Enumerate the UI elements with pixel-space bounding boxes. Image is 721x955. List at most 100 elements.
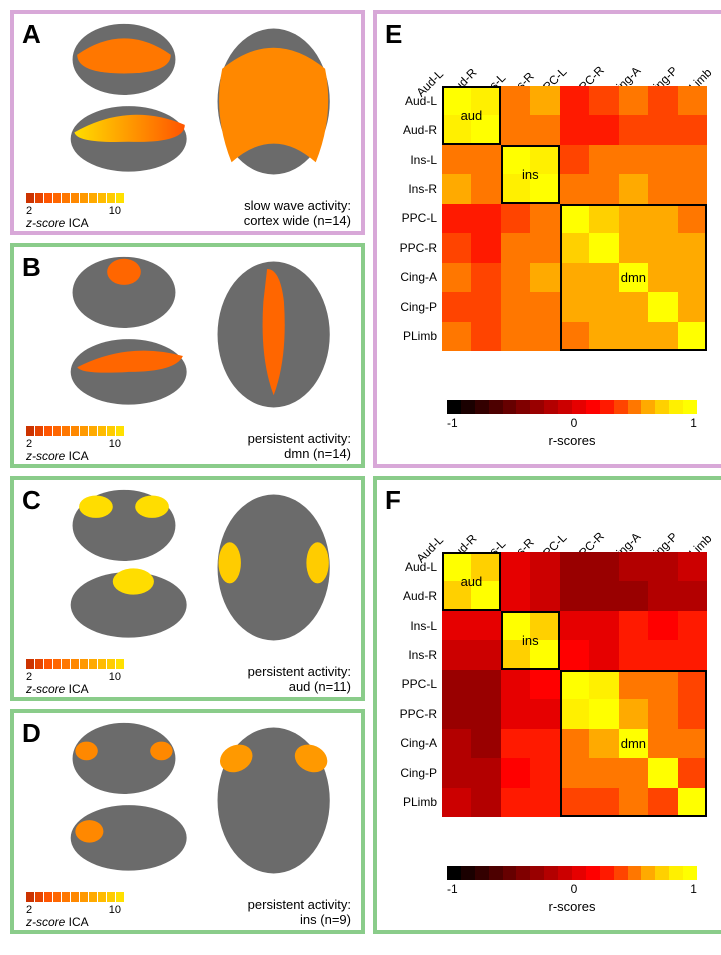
heatmap-cell xyxy=(619,145,648,174)
heatmap-F xyxy=(442,552,707,817)
heatmap-row-label: Ins-L xyxy=(387,145,437,174)
heatmap-cell xyxy=(442,552,471,581)
heatmap-cell xyxy=(648,611,677,640)
caption-C: persistent activity:aud (n=11) xyxy=(248,664,351,695)
heatmap-cell xyxy=(648,581,677,610)
heatmap-cell xyxy=(471,292,500,321)
heatmap-cell xyxy=(678,670,707,699)
heatmap-cell xyxy=(560,729,589,758)
heatmap-cell xyxy=(442,263,471,292)
heatmap-colorbar-title-E: r-scores xyxy=(447,433,697,448)
heatmap-F-wrap xyxy=(442,552,707,817)
panel-label-F: F xyxy=(385,485,401,516)
heatmap-row-label: PLimb xyxy=(387,322,437,351)
caption-B: persistent activity:dmn (n=14) xyxy=(248,431,351,462)
heatmap-cell xyxy=(619,788,648,817)
heatmap-cell xyxy=(648,640,677,669)
panel-D: D 210 z-score ICA persistent activity:in… xyxy=(10,709,365,934)
heatmap-cell xyxy=(530,86,559,115)
ica-colorbar-B xyxy=(26,426,124,436)
heatmap-cell xyxy=(678,699,707,728)
heatmap-cell xyxy=(560,699,589,728)
heatmap-cell xyxy=(560,788,589,817)
heatmap-cell xyxy=(501,788,530,817)
heatmap-cell xyxy=(648,86,677,115)
heatmap-cell xyxy=(619,115,648,144)
heatmap-cell xyxy=(501,552,530,581)
heatmap-cell xyxy=(530,729,559,758)
heatmap-cell xyxy=(471,552,500,581)
heatmap-cell xyxy=(560,292,589,321)
heatmap-row-label: Cing-A xyxy=(387,263,437,292)
heatmap-row-labels-F: Aud-LAud-RIns-LIns-RPPC-LPPC-RCing-ACing… xyxy=(387,552,437,817)
heatmap-cell xyxy=(530,758,559,787)
heatmap-row-label: PPC-L xyxy=(387,204,437,233)
heatmap-cell xyxy=(530,174,559,203)
ica-colorbar-C xyxy=(26,659,124,669)
heatmap-cell xyxy=(619,758,648,787)
heatmap-cell xyxy=(589,788,618,817)
zscore-label-A: z-score ICA xyxy=(26,216,89,230)
heatmap-cell xyxy=(589,640,618,669)
heatmap-cell xyxy=(619,263,648,292)
panel-A: A 210 z-score ICA slow wave activity:cor… xyxy=(10,10,365,235)
heatmap-cell xyxy=(678,115,707,144)
heatmap-col-labels-F: Aud-LAud-RIns-LIns-RPPC-LPPC-RCing-ACing… xyxy=(442,490,707,550)
heatmap-cell xyxy=(501,174,530,203)
heatmap-cell xyxy=(501,263,530,292)
heatmap-cell xyxy=(589,292,618,321)
heatmap-cell xyxy=(678,86,707,115)
heatmap-cell xyxy=(442,115,471,144)
heatmap-row-label: PLimb xyxy=(387,788,437,817)
heatmap-cell xyxy=(648,263,677,292)
heatmap-cell xyxy=(589,204,618,233)
heatmap-cell xyxy=(678,552,707,581)
heatmap-cell xyxy=(471,699,500,728)
heatmap-cell xyxy=(648,729,677,758)
heatmap-cell xyxy=(589,699,618,728)
panel-label-D: D xyxy=(22,718,41,749)
heatmap-cell xyxy=(560,758,589,787)
heatmap-cell xyxy=(501,233,530,262)
heatmap-cell xyxy=(560,174,589,203)
brain-svg-B xyxy=(54,255,353,414)
heatmap-cell xyxy=(648,758,677,787)
heatmap-row-label: PPC-R xyxy=(387,233,437,262)
heatmap-cell xyxy=(442,581,471,610)
heatmap-cell xyxy=(501,699,530,728)
heatmap-cell xyxy=(501,640,530,669)
heatmap-cell xyxy=(471,263,500,292)
heatmap-cell xyxy=(471,322,500,351)
heatmap-cell xyxy=(471,758,500,787)
heatmap-cell xyxy=(471,581,500,610)
heatmap-cell xyxy=(619,552,648,581)
panel-label-A: A xyxy=(22,19,41,50)
brain-images-A xyxy=(54,22,353,181)
panel-label-E: E xyxy=(385,19,402,50)
heatmap-cell xyxy=(648,115,677,144)
heatmap-cell xyxy=(619,292,648,321)
heatmap-cell xyxy=(560,552,589,581)
heatmap-cell xyxy=(471,233,500,262)
heatmap-cell xyxy=(619,233,648,262)
heatmap-cell xyxy=(471,611,500,640)
ica-colorbar-A xyxy=(26,193,124,203)
heatmap-cell xyxy=(501,322,530,351)
heatmap-cell xyxy=(648,699,677,728)
heatmap-cell xyxy=(442,699,471,728)
heatmap-cell xyxy=(442,145,471,174)
heatmap-cell xyxy=(442,86,471,115)
heatmap-cell xyxy=(678,729,707,758)
heatmap-row-label: Cing-A xyxy=(387,729,437,758)
heatmap-cell xyxy=(530,292,559,321)
heatmap-cell xyxy=(530,322,559,351)
panel-E: E Aud-LAud-RIns-LIns-RPPC-LPPC-RCing-ACi… xyxy=(373,10,721,468)
heatmap-cell xyxy=(589,552,618,581)
heatmap-cell xyxy=(589,322,618,351)
heatmap-cell xyxy=(648,322,677,351)
heatmap-cell xyxy=(501,758,530,787)
heatmap-cell xyxy=(530,204,559,233)
heatmap-cell xyxy=(560,581,589,610)
heatmap-cell xyxy=(589,729,618,758)
heatmap-cell xyxy=(589,145,618,174)
